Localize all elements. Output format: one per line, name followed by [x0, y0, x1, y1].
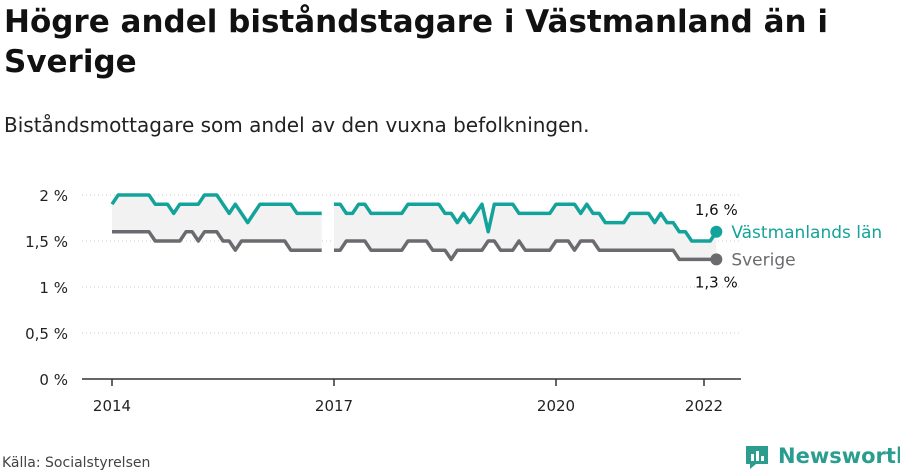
series-line-sverige [112, 230, 322, 252]
source-note: Källa: Socialstyrelsen [2, 455, 151, 471]
chart-subtitle: Biståndsmottagare som andel av den vuxna… [4, 113, 590, 137]
series-line-vastmanland [334, 202, 718, 243]
series-value-label: 1,3 % [695, 273, 738, 291]
x-tick-label: 2017 [315, 397, 353, 415]
series-endpoint [710, 225, 723, 238]
series-line-vastmanland [110, 193, 322, 225]
y-tick-label: 1,5 % [25, 233, 68, 251]
series-name-label: Sverige [731, 250, 795, 270]
newsworthy-bars-icon [746, 446, 768, 469]
chart-title: Högre andel biståndstagare i Västmanland… [4, 4, 829, 80]
series-name-label: Västmanlands län [731, 223, 882, 243]
x-tick-label: 2014 [93, 397, 131, 415]
series-line-sverige [334, 239, 717, 262]
labels: Västmanlands län 1,6 % Sverige 1,3 % [695, 201, 882, 292]
x-axis: 2014 2017 2020 2022 [82, 378, 741, 415]
range-band [112, 195, 717, 260]
series-value-label: 1,6 % [695, 201, 738, 219]
y-tick-label: 1 % [39, 279, 68, 297]
y-tick-label: 0,5 % [25, 325, 68, 343]
range-band-area [334, 204, 717, 260]
series-endpoint [710, 253, 723, 266]
x-tick-label: 2020 [537, 397, 575, 415]
brand-name: Newsworthy [778, 444, 900, 468]
x-tick-label: 2022 [685, 397, 723, 415]
newsworthy-logo: Newsworthy [744, 441, 900, 471]
range-band-area [112, 195, 322, 251]
gridlines: 0 % 0,5 % 1 % 1,5 % 2 % [25, 187, 741, 389]
y-tick-label: 2 % [39, 187, 68, 205]
series-lines [110, 193, 723, 266]
y-tick-label: 0 % [39, 371, 68, 389]
